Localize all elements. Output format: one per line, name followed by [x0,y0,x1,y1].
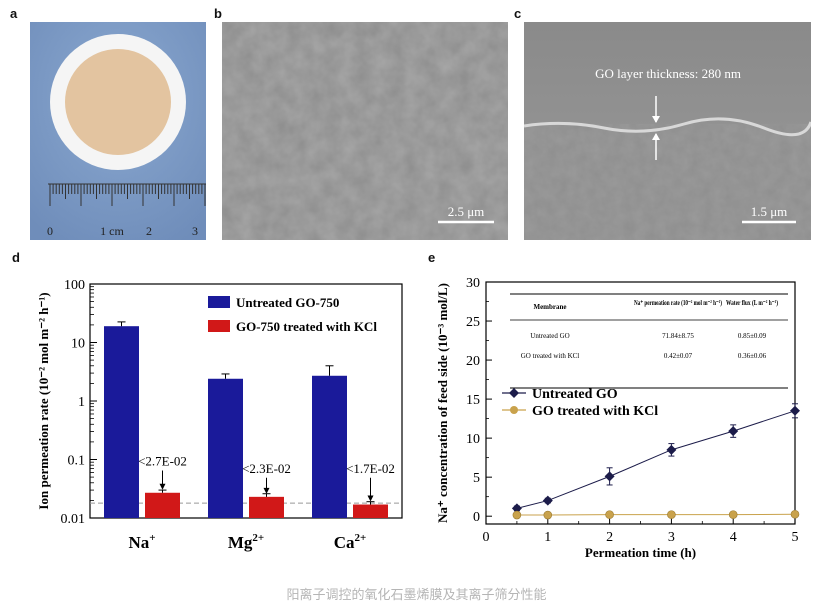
xtick-label-e: 4 [730,530,737,545]
data-point-e-untreated [666,444,677,455]
data-point-e-untreated [604,471,615,482]
ytick-label-e: 0 [473,510,480,525]
ytick-label-d: 0.1 [68,454,86,469]
data-point-e-untreated [542,495,553,506]
sem-cross-section-image: GO layer thickness: 280 nm 1.5 μm [524,22,811,240]
bar-kcl-na [145,492,180,518]
category-label-mg: Mg2+ [228,532,264,552]
table-cell-0-0: Untreated GO [530,332,569,340]
data-point-e-kcl [512,510,522,520]
data-point-e-untreated [790,405,800,416]
annotation-arrowhead-d [367,495,374,502]
bar-kcl-mg [249,496,284,518]
category-label-ca: Ca2+ [334,532,367,552]
ruler [48,183,206,206]
sem-surface-image: 2.5 μm [222,22,508,240]
panel-label-c: c [514,6,522,21]
ruler-label-3: 3 [192,224,198,238]
legend-swatch-d-0 [208,296,230,308]
membrane-disc [65,49,171,155]
ytick-label-e: 15 [466,393,480,408]
ytick-label-e: 5 [473,471,480,486]
table-header-2: Water flux (L m⁻² h⁻¹) [726,299,779,307]
ylabel-d: Ion permeation rate (10⁻² mol m⁻² h⁻¹) [36,292,51,509]
table-cell-1-2: 0.36±0.06 [738,352,767,360]
table-cell-0-1: 71.84±8.75 [662,332,694,340]
annotation-d-ca: <1.7E-02 [346,461,395,476]
panel-label-a: a [10,6,18,21]
figure-caption: 阳离子调控的氧化石墨烯膜及其离子筛分性能 [286,588,547,603]
ytick-label-d: 0.01 [61,512,86,527]
legend-label-e-0: Untreated GO [532,387,618,402]
legend-swatch-d-1 [208,320,230,332]
series-line-e-0 [516,410,796,509]
xtick-label-e: 5 [792,530,799,545]
data-point-e-kcl [543,510,553,520]
series-line-e-1 [516,513,796,516]
data-point-e-kcl [728,510,738,519]
plot-frame-e [485,281,796,525]
membrane-photo: 0 1 cm 2 3 [30,22,206,240]
data-point-e-kcl [667,510,676,519]
xtick-label-e: 0 [483,530,490,545]
data-point-e-kcl [605,510,614,519]
ytick-label-d: 100 [64,278,85,293]
legend-label-d-0: Untreated GO-750 [236,295,339,310]
table-header-1: Na⁺ permeation rate (10⁻² mol m⁻² h⁻¹) [634,299,722,307]
annotation-arrowhead-d [263,487,270,494]
ruler-label-1cm: 1 cm [100,224,124,238]
ytick-label-e: 30 [466,276,480,291]
ylabel-e: Na⁺ concentration of feed side (10⁻³ mol… [435,283,450,523]
table-header-0: Membrane [533,303,566,311]
legend-marker-e-0 [509,388,519,398]
table-cell-0-2: 0.85±0.09 [738,332,767,340]
xtick-label-e: 2 [606,530,613,545]
go-layer-annotation: GO layer thickness: 280 nm [595,66,741,81]
annotation-arrowhead-d [159,483,166,490]
scale-bar-c: 1.5 μm [751,204,788,219]
xlabel-e: Permeation time (h) [585,545,696,560]
chart-e: 0 1 2 3 4 5 0 5 10 15 20 25 30 Membrane Na⁺ permeation… [420,260,833,580]
ruler-label-0: 0 [47,224,53,238]
legend-marker-e-1 [510,406,518,414]
xtick-label-e: 3 [668,530,675,545]
annotation-d-mg: <2.3E-02 [242,461,291,476]
panel-label-e: e [428,250,436,265]
bar-untreated-mg [208,378,243,518]
ytick-label-e: 10 [466,432,480,447]
data-point-e-untreated [728,426,739,437]
ytick-label-d: 10 [71,337,85,352]
bar-untreated-na [104,326,139,518]
ytick-label-d: 1 [78,395,85,410]
data-point-e-kcl [790,509,800,519]
bar-kcl-ca [353,504,388,518]
category-label-na: Na+ [128,532,155,552]
ytick-label-e: 25 [466,315,480,330]
legend-label-d-1: GO-750 treated with KCl [236,319,377,334]
scale-bar-b: 2.5 μm [448,204,485,219]
panel-label-d: d [12,250,20,265]
legend-label-e-1: GO treated with KCl [532,404,658,419]
ytick-label-e: 20 [466,354,480,369]
panel-label-b: b [214,6,222,21]
table-cell-1-0: GO treated with KCl [521,352,580,360]
xtick-label-e: 1 [544,530,551,545]
table-cell-1-1: 0.42±0.07 [664,352,693,360]
bar-untreated-ca [312,375,347,518]
annotation-d-na: <2.7E-02 [138,454,187,469]
ruler-label-2: 2 [146,224,152,238]
chart-d: 100 10 1 0.1 0.01 <2.7E-02 Na+ <2.3E-02 Mg2+ <1.7… [0,260,420,580]
